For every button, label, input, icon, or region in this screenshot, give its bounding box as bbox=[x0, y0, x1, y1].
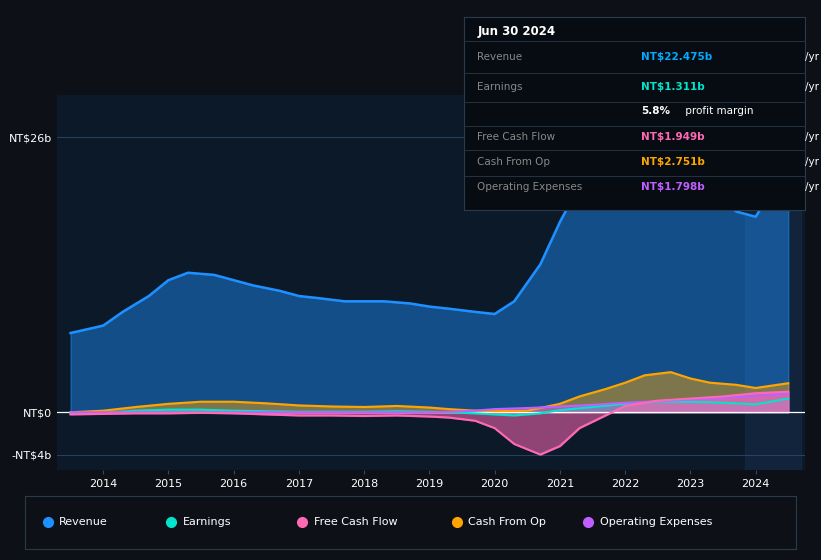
Text: NT$1.798b: NT$1.798b bbox=[641, 182, 704, 192]
Text: Jun 30 2024: Jun 30 2024 bbox=[478, 26, 556, 39]
Text: /yr: /yr bbox=[805, 182, 819, 192]
Text: Cash From Op: Cash From Op bbox=[478, 157, 551, 167]
Text: Free Cash Flow: Free Cash Flow bbox=[314, 517, 397, 527]
Text: Cash From Op: Cash From Op bbox=[469, 517, 546, 527]
Text: NT$1.311b: NT$1.311b bbox=[641, 82, 704, 92]
Text: NT$1.949b: NT$1.949b bbox=[641, 132, 704, 142]
Text: NT$22.475b: NT$22.475b bbox=[641, 53, 713, 62]
Text: 5.8%: 5.8% bbox=[641, 106, 670, 116]
Text: Revenue: Revenue bbox=[478, 53, 523, 62]
Text: /yr: /yr bbox=[805, 82, 819, 92]
Text: Operating Expenses: Operating Expenses bbox=[599, 517, 712, 527]
Text: profit margin: profit margin bbox=[682, 106, 754, 116]
Text: /yr: /yr bbox=[805, 53, 819, 62]
Text: Operating Expenses: Operating Expenses bbox=[478, 182, 583, 192]
Text: Free Cash Flow: Free Cash Flow bbox=[478, 132, 556, 142]
Text: /yr: /yr bbox=[805, 157, 819, 167]
Bar bbox=[745, 95, 801, 470]
Text: Revenue: Revenue bbox=[59, 517, 108, 527]
Text: NT$2.751b: NT$2.751b bbox=[641, 157, 705, 167]
Text: /yr: /yr bbox=[805, 132, 819, 142]
Text: Earnings: Earnings bbox=[478, 82, 523, 92]
Text: Earnings: Earnings bbox=[183, 517, 232, 527]
